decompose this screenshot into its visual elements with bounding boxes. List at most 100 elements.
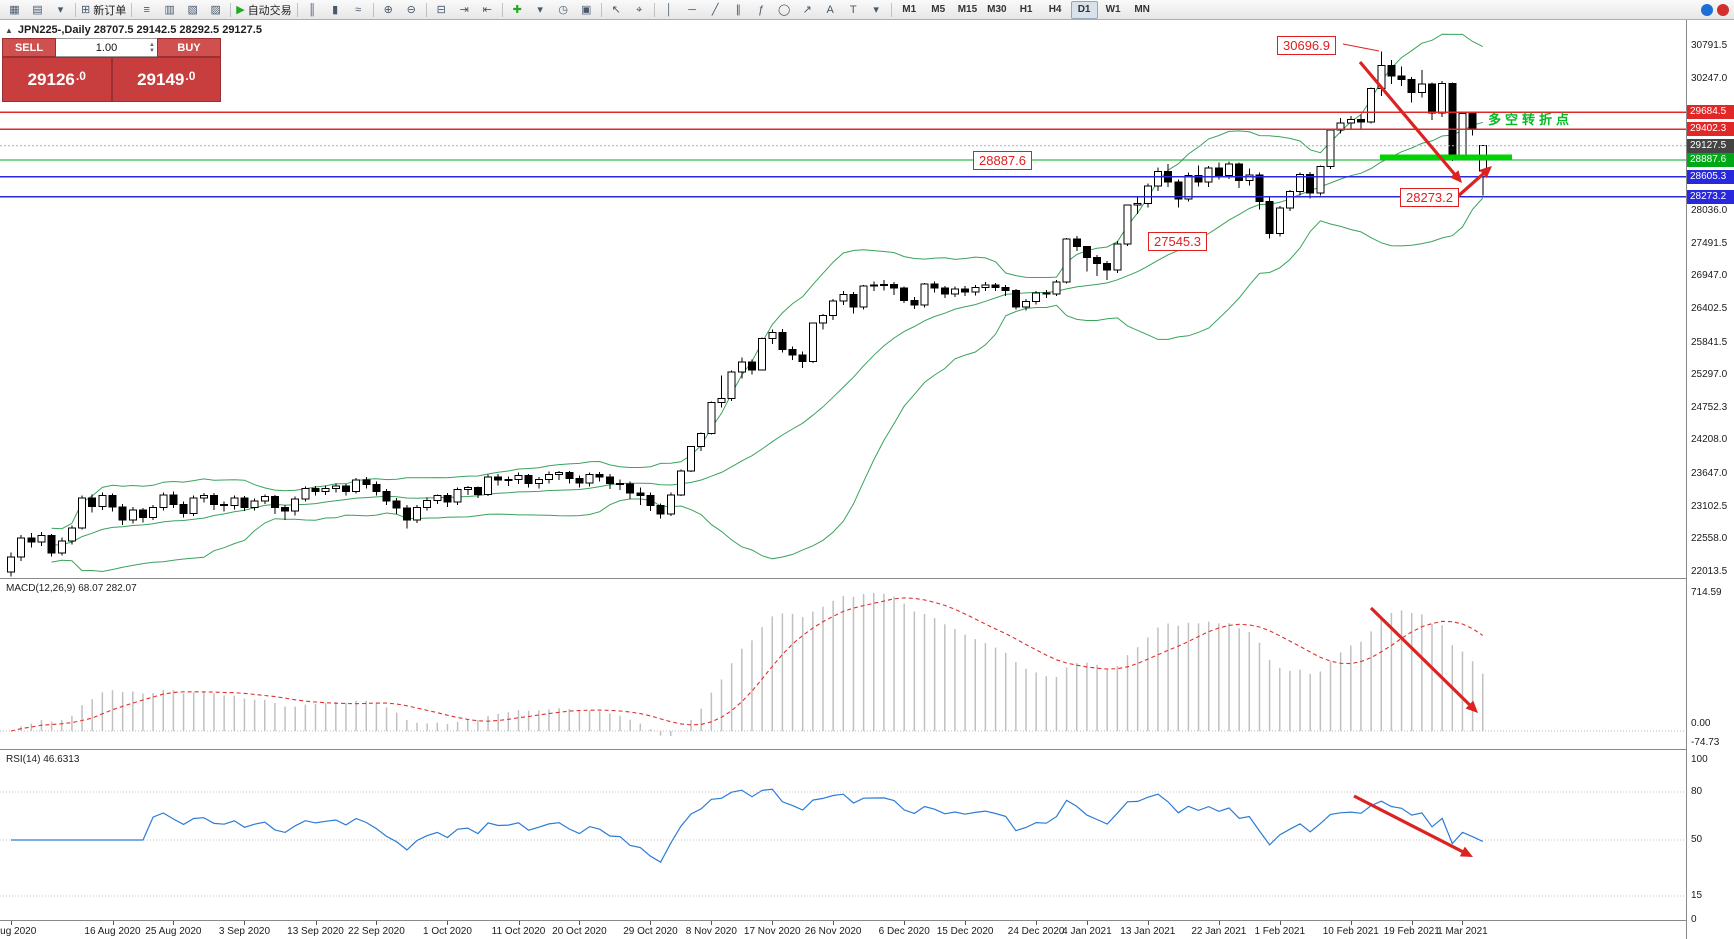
data-window-button[interactable]: ▥	[159, 1, 180, 19]
timeframe-h4-button-label: H4	[1048, 4, 1062, 15]
price-label-27545[interactable]: 27545.3	[1148, 232, 1207, 251]
timeframe-d1-button[interactable]: D1	[1070, 0, 1098, 19]
profiles-dropdown[interactable]: ▾	[50, 1, 71, 19]
community-icon[interactable]	[1701, 3, 1713, 16]
horizontal-line-button[interactable]: ─	[682, 1, 703, 19]
date-label: 11 Oct 2020	[491, 926, 546, 937]
toolbar-separator	[600, 2, 602, 17]
auto-scroll-button[interactable]: ⇥	[454, 1, 475, 19]
auto-trading-button[interactable]: ▶ 自动交易	[235, 1, 292, 19]
toolbar-separator	[131, 2, 133, 17]
price-scale-tick: 24208.0	[1691, 434, 1728, 446]
date-label: 10 Feb 2021	[1322, 926, 1379, 937]
date-tick	[447, 921, 449, 925]
price-scale[interactable]: 30791.5 30247.0 28036.0 27491.5 26947.0 26402…	[1686, 20, 1734, 939]
chart-bars-button[interactable]: ║	[302, 1, 323, 19]
date-tick	[904, 921, 906, 925]
price-scale-tick: 25841.5	[1691, 336, 1728, 348]
macd-histogram	[20, 593, 1484, 737]
new-order-button[interactable]: ⊞ 新订单	[80, 1, 127, 19]
timeframe-w1-button[interactable]: W1	[1100, 1, 1127, 19]
buy-button[interactable]: BUY	[157, 38, 221, 57]
timeframe-m15-button[interactable]: M15	[954, 1, 981, 19]
rsi-panel[interactable]	[0, 750, 1686, 921]
main-price-panel[interactable]	[0, 20, 1686, 579]
rsi-trend-arrow[interactable]	[1353, 794, 1473, 857]
chart-line-button[interactable]: ≈	[348, 1, 369, 19]
price-label-28887[interactable]: 28887.6	[973, 151, 1032, 170]
toolbar-separator	[501, 2, 503, 17]
sell-price-button[interactable]: 29126 .0	[2, 57, 112, 102]
navigator-button[interactable]: ▧	[182, 1, 203, 19]
zoom-out-button[interactable]: ⊖	[401, 1, 422, 19]
timeframe-m30-button[interactable]: M30	[983, 1, 1010, 19]
indicators-button[interactable]: ✚	[507, 1, 528, 19]
price-scale-tick: 80	[1691, 786, 1703, 797]
timeframe-h1-button[interactable]: H1	[1013, 1, 1040, 19]
bollinger-lower-band	[51, 197, 1484, 573]
arrows-tool-button[interactable]: ↗	[797, 1, 818, 19]
market-watch-button[interactable]: ≡	[136, 1, 157, 19]
label-button[interactable]: T	[843, 1, 864, 19]
price-scale-tick: 22558.0	[1691, 533, 1728, 545]
volume-input[interactable]: 1.00 ▲ ▼	[56, 38, 157, 57]
timeframe-m5-button[interactable]: M5	[925, 1, 952, 19]
tile-windows-button[interactable]: ⊟	[431, 1, 452, 19]
macd-trend-arrow[interactable]	[1369, 606, 1478, 713]
thick-green-support-line[interactable]	[1380, 154, 1512, 161]
templates-button[interactable]: ▣	[576, 1, 597, 19]
timeframe-m1-button[interactable]: M1	[896, 1, 923, 19]
macd-indicator-label: MACD(12,26,9) 68.07 282.07	[6, 583, 137, 594]
chart-candles-button[interactable]: ▮	[325, 1, 346, 19]
periods-button[interactable]: ◷	[553, 1, 574, 19]
date-label: 8 Nov 2020	[685, 926, 737, 937]
new-chart-button[interactable]: ▦	[4, 1, 25, 19]
rsi-indicator-label: RSI(14) 46.6313	[6, 754, 80, 765]
date-label: 17 Nov 2020	[743, 926, 801, 937]
objects-dropdown[interactable]: ▾	[866, 1, 887, 19]
vertical-line-button[interactable]: │	[659, 1, 680, 19]
text-button[interactable]: A	[820, 1, 841, 19]
profiles-button[interactable]: ▤	[27, 1, 48, 19]
chart-window[interactable]: 30791.5 30247.0 28036.0 27491.5 26947.0 26402…	[0, 20, 1734, 939]
horizontal-level-lines[interactable]	[0, 111, 1686, 198]
price-label-28273[interactable]: 28273.2	[1400, 188, 1459, 207]
timeframe-d1-button-label: D1	[1077, 4, 1091, 15]
alert-icon[interactable]	[1717, 3, 1729, 16]
date-label: 22 Jan 2021	[1191, 926, 1247, 937]
channel-button[interactable]: ∥	[728, 1, 749, 19]
price-scale-tick: 22013.5	[1691, 565, 1728, 577]
sell-button[interactable]: SELL	[2, 38, 56, 57]
panel-separator	[0, 920, 1734, 921]
macd-panel[interactable]	[0, 579, 1686, 750]
timeframe-mn-button[interactable]: MN	[1129, 1, 1156, 19]
timeframe-h4-button[interactable]: H4	[1042, 1, 1069, 19]
chart-shift-button[interactable]: ⇤	[477, 1, 498, 19]
price-scale-tick: 0	[1691, 914, 1697, 925]
crosshair-button[interactable]: ⌖	[629, 1, 650, 19]
text-button-icon: A	[826, 3, 834, 16]
date-label: 24 Dec 2020	[1007, 926, 1065, 937]
indicators-dropdown[interactable]: ▾	[530, 1, 551, 19]
shapes-button[interactable]: ◯	[774, 1, 795, 19]
volume-up-icon: ▲	[149, 41, 155, 48]
oct-collapse-icon[interactable]: ▲	[5, 26, 13, 35]
fibonacci-button[interactable]: ƒ	[751, 1, 772, 19]
date-tick	[112, 921, 114, 925]
zoom-in-button[interactable]: ⊕	[378, 1, 399, 19]
buy-price-button[interactable]: 29149 .0	[111, 57, 221, 102]
turning-point-text[interactable]: 多空转折点	[1488, 112, 1574, 127]
cursor-button[interactable]: ↖	[606, 1, 627, 19]
toolbar-separator	[75, 2, 76, 17]
panel-separator[interactable]	[0, 578, 1734, 579]
terminal-button[interactable]: ▨	[205, 1, 226, 19]
panel-separator[interactable]	[0, 749, 1734, 750]
peak-label-connector	[1342, 43, 1380, 52]
price-scale-tick: 26947.0	[1691, 270, 1728, 282]
trendline-button[interactable]: ╱	[705, 1, 726, 19]
date-axis[interactable]: 2 Aug 2020 16 Aug 2020 25 Aug 2020 3 Sep 20…	[0, 921, 1686, 939]
price-label-30696[interactable]: 30696.9	[1277, 36, 1336, 55]
date-tick	[965, 921, 967, 925]
label-button-icon: T	[849, 3, 857, 16]
